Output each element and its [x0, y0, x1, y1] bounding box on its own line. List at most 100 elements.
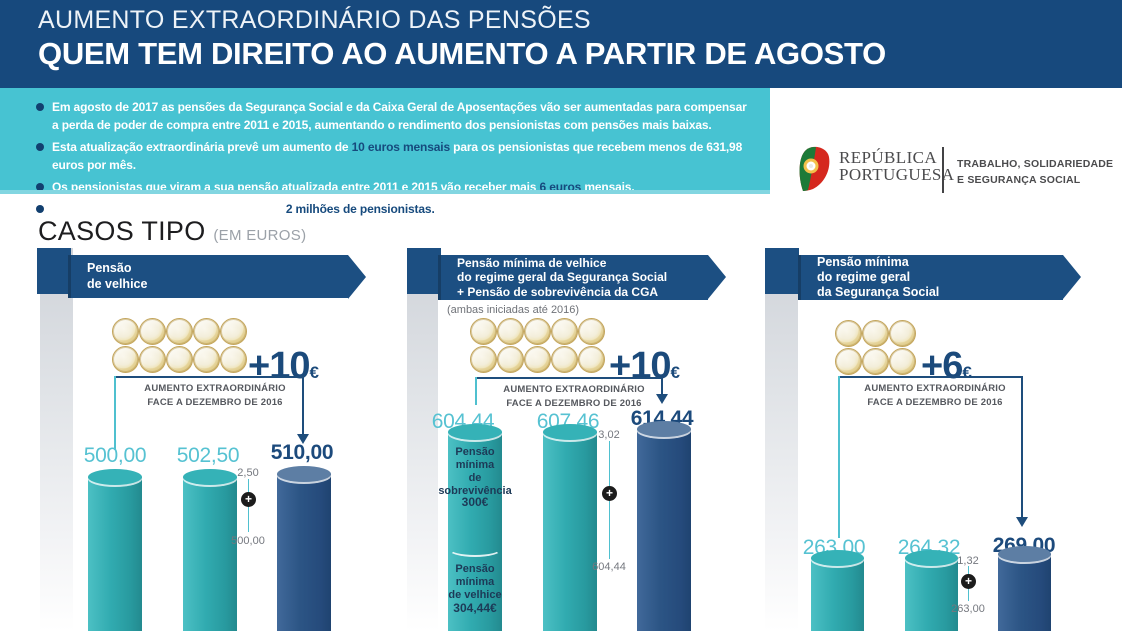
- logo-divider: [942, 147, 944, 193]
- chart-banner: Pensão mínima do regime geral da Seguran…: [798, 254, 1081, 300]
- euro-coin-icon: [220, 346, 247, 373]
- euro-sign: €: [670, 363, 680, 382]
- bullet-dot-icon: [36, 103, 44, 111]
- euro-coin-icon: [524, 318, 551, 345]
- bullet-highlight: 10 euros mensais: [351, 140, 450, 154]
- ribbon-strip: [40, 248, 73, 631]
- bracket-note-line1: AUMENTO EXTRAORDINÁRIO: [144, 383, 286, 394]
- chart-banner-label: Pensão mínima do regime geral da Seguran…: [817, 254, 940, 300]
- section-title: CASOS TIPO: [38, 216, 214, 246]
- bracket-note-line2: FACE A DEZEMBRO DE 2016: [506, 398, 642, 410]
- euro-coin-icon: [835, 348, 862, 375]
- euro-coin-icon: [497, 346, 524, 373]
- euro-coin-icon: [470, 346, 497, 373]
- bracket-left-line: [475, 377, 477, 405]
- bar-cylinder-top: [543, 424, 597, 440]
- bar-cylinder-top: [998, 546, 1051, 562]
- chart-section-pensao-minima-ss: Pensão mínima do regime geral da Seguran…: [765, 248, 1095, 631]
- bullet-text: para os pensionistas que recebem menos d…: [52, 140, 743, 172]
- bullet-dot-icon: [36, 183, 44, 191]
- increase-amount: +10: [248, 345, 310, 387]
- delta-amount: 1,32: [957, 555, 979, 567]
- chart-banner-label: Pensão mínima de velhice do regime geral…: [457, 255, 668, 299]
- bar-value: 502,50: [176, 444, 240, 467]
- bullet-dot-icon: [36, 205, 44, 213]
- euro-coin-icon: [578, 346, 605, 373]
- ribbon-strip: [765, 248, 798, 631]
- page-title: QUEM TEM DIREITO AO AUMENTO A PARTIR DE …: [38, 36, 886, 71]
- bullet-text: Vão beneficiar desta atualização cerca d…: [52, 202, 286, 216]
- bar-cylinder: [811, 550, 864, 631]
- bullet-text: Esta atualização extraordinária prevê um…: [52, 140, 352, 154]
- coin-stack: [835, 320, 916, 376]
- header-banner: AUMENTO EXTRAORDINÁRIO DAS PENSÕES QUEM …: [0, 0, 1122, 88]
- euro-coin-icon: [524, 346, 551, 373]
- bar-value: 500,00: [83, 444, 147, 467]
- bracket-line: [838, 376, 1023, 378]
- euro-coin-icon: [889, 348, 916, 375]
- euro-coin-icon: [497, 318, 524, 345]
- euro-sign: €: [309, 363, 319, 382]
- euro-coin-icon: [139, 318, 166, 345]
- bracket-line: [114, 376, 304, 378]
- euro-coin-icon: [862, 320, 889, 347]
- chart-section-pensao-velhice: Pensão de velhice +10€ AUMENTO EXTRAORDI…: [37, 248, 366, 631]
- delta-base: 263,00: [951, 603, 985, 615]
- euro-coin-icon: [889, 320, 916, 347]
- banner-tab: [407, 248, 441, 294]
- list-item: Em agosto de 2017 as pensões da Seguranç…: [36, 98, 756, 134]
- euro-coin-icon: [193, 346, 220, 373]
- bar-cylinder-highlight: [277, 466, 331, 631]
- header-kicker: AUMENTO EXTRAORDINÁRIO DAS PENSÕES: [38, 6, 591, 34]
- bar-cylinder-stacked: [448, 424, 502, 631]
- bracket-arrow-line: [661, 377, 663, 395]
- bar-cylinder-top: [277, 466, 331, 482]
- bar-cylinder-highlight: [637, 421, 691, 631]
- bracket-left-line: [838, 376, 840, 538]
- plus-icon: +: [602, 486, 617, 501]
- ribbon-strip: [407, 248, 438, 631]
- delta-amount: 3,02: [598, 429, 620, 441]
- bar-cylinder-highlight: [998, 546, 1051, 631]
- bracket-note-line2: FACE A DEZEMBRO DE 2016: [867, 397, 1003, 409]
- euro-coin-icon: [166, 318, 193, 345]
- bracket-arrow-line: [1021, 376, 1023, 518]
- delta-amount: 2,50: [237, 467, 259, 479]
- bar-cylinder-top: [637, 421, 691, 437]
- chart-banner: Pensão de velhice: [68, 255, 366, 299]
- arrow-down-icon: [1016, 517, 1028, 527]
- bracket-note-line2: FACE A DEZEMBRO DE 2016: [147, 397, 283, 409]
- euro-coin-icon: [193, 318, 220, 345]
- chart-banner: Pensão mínima de velhice do regime geral…: [438, 255, 726, 300]
- euro-coin-icon: [551, 346, 578, 373]
- coin-stack: [470, 318, 605, 374]
- bar-cylinder-top: [88, 469, 142, 485]
- bullet-highlight: 2 milhões de pensionistas.: [285, 202, 435, 216]
- bar-cylinder: [183, 469, 237, 631]
- coin-stack: [112, 318, 247, 374]
- bracket-left-line: [114, 376, 116, 450]
- bar-value-highlight: 510,00: [270, 441, 334, 464]
- section-unit: (EM EUROS): [213, 227, 307, 244]
- euro-coin-icon: [470, 318, 497, 345]
- intro-bottom-strip: [0, 190, 770, 194]
- chart-banner-label: Pensão de velhice: [87, 261, 148, 291]
- plus-icon: +: [241, 492, 256, 507]
- plus-icon: +: [961, 574, 976, 589]
- bar-cylinder-top: [183, 469, 237, 485]
- bar-cylinder: [543, 424, 597, 631]
- euro-coin-icon: [835, 320, 862, 347]
- bar-cylinder: [88, 469, 142, 631]
- intro-bullet-list: Em agosto de 2017 as pensões da Seguranç…: [36, 98, 756, 222]
- stack-segment-value: 304,44€: [453, 601, 497, 615]
- chart-section-pensao-minima-cga: Pensão mínima de velhice do regime geral…: [407, 248, 732, 631]
- increase-amount: +6: [921, 345, 963, 387]
- bracket-note-line1: AUMENTO EXTRAORDINÁRIO: [864, 383, 1006, 394]
- euro-coin-icon: [166, 346, 193, 373]
- chart-subtitle: (ambas iniciadas até 2016): [447, 304, 580, 316]
- bracket-arrow-line: [302, 376, 304, 436]
- bracket-note-line1: AUMENTO EXTRAORDINÁRIO: [503, 384, 645, 395]
- delta-base: 500,00: [231, 535, 265, 547]
- euro-sign: €: [962, 363, 972, 382]
